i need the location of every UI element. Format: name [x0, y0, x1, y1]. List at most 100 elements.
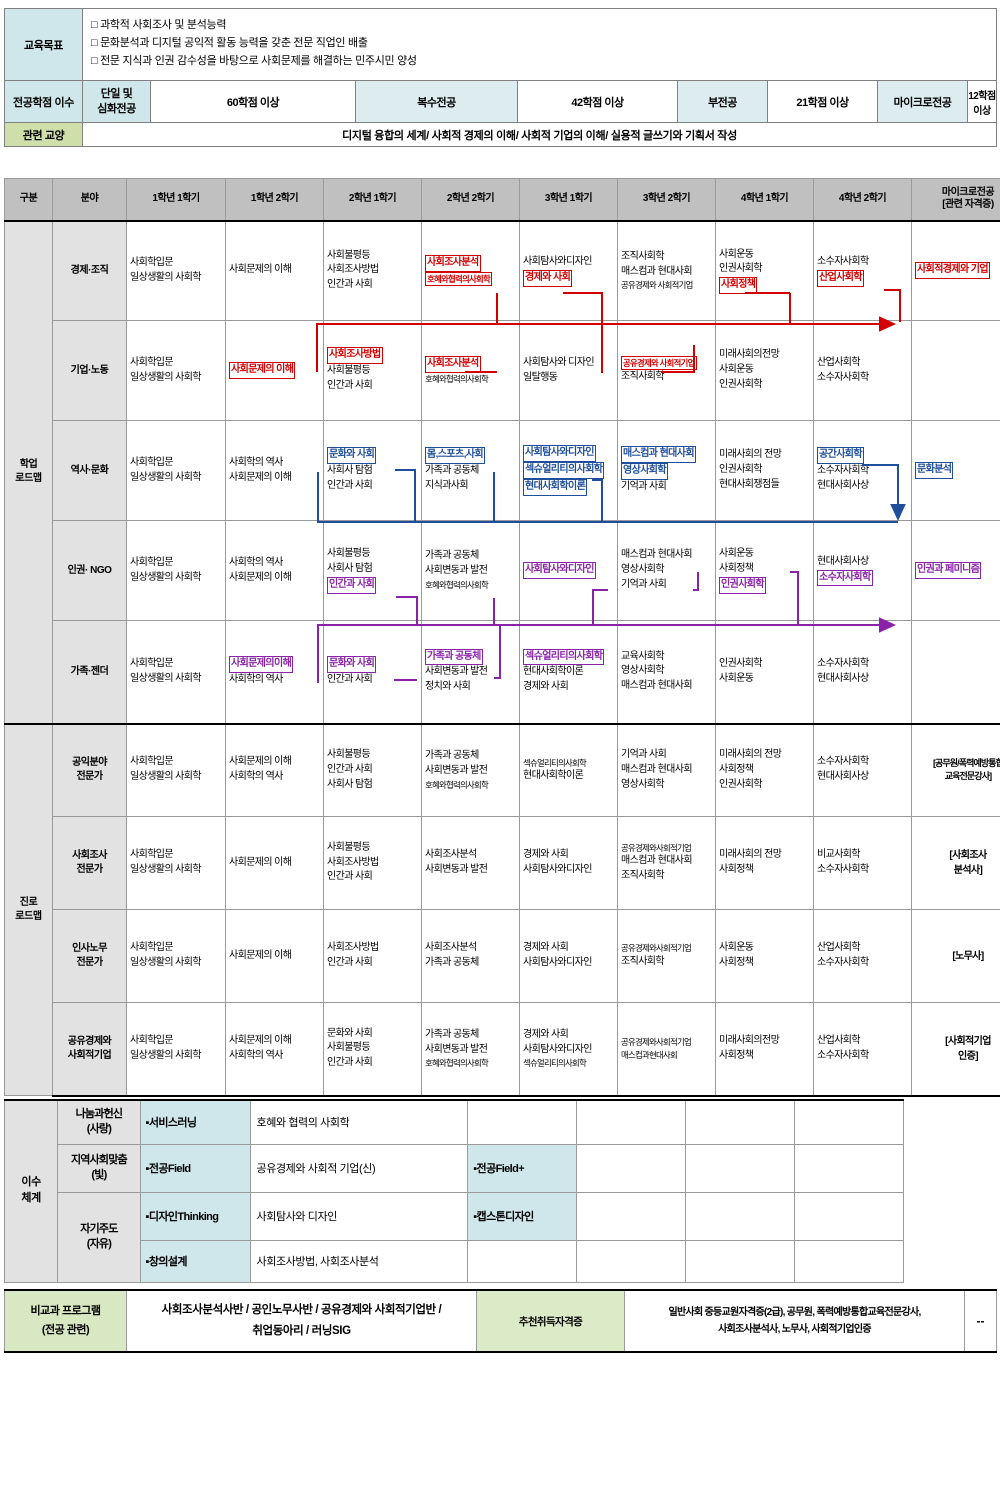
- course-name: 사회정책: [719, 563, 754, 575]
- credit-value-micro: 12학점이상: [967, 80, 997, 123]
- course-cell: 현대사회사상 소수자사회학: [813, 520, 912, 621]
- enrollment-blank-cell: [685, 1239, 795, 1283]
- course-cell: 미래사회의전망 사회정책: [715, 1002, 814, 1097]
- course-name: 현대사회학이론: [523, 666, 584, 678]
- course-name: 미래사회의 전망: [719, 849, 782, 861]
- enrollment-category: 지역사회맞춤 (빛): [57, 1143, 141, 1193]
- course-name: 일상생활의 사회학: [130, 471, 202, 483]
- col-term-2-2: 2학년 2학기: [421, 178, 520, 222]
- enrollment-tag: ▪서비스러닝: [139, 1099, 251, 1145]
- course-cell: 기억과 사회 매스컴과 현대사회 영상사회학: [617, 722, 716, 817]
- course-name: 영상사회학: [621, 778, 665, 790]
- enrollment-category: 자기주도 (자유): [57, 1191, 141, 1283]
- course-name: 산업사회학: [817, 1034, 861, 1046]
- course-name: 사회문제의 이해: [229, 471, 292, 483]
- enrollment-tag-secondary: [467, 1239, 578, 1283]
- course-name: 인권사회학: [719, 263, 763, 275]
- highlighted-course: 공간사회학: [817, 447, 865, 465]
- course-name: 사회문제의 이해: [229, 264, 292, 276]
- enrollment-blank-cell: [793, 1099, 904, 1145]
- extracurricular-label: 비교과 프로그램 (전공 관련): [4, 1289, 127, 1353]
- enrollment-course: 사회조사방법, 사회조사분석: [249, 1239, 469, 1283]
- course-name: 사회불평등: [327, 841, 371, 853]
- course-cell: 사회문제의 이해 사회학의 역사: [225, 722, 324, 817]
- field-name: 기업·노동: [52, 320, 127, 421]
- highlighted-course: 인권사회학: [719, 576, 767, 594]
- table-row: 인권· NGO 사회학입문 일상생활의 사회학 사회학의 역사 사회문제의 이해 사회불평…: [5, 520, 1000, 621]
- field-name: 경제·조직: [52, 220, 127, 321]
- course-name: 미래사회의전망: [719, 349, 780, 361]
- course-name: 사회학입문: [130, 756, 174, 768]
- recommended-cert-label: 추천취득자격증: [476, 1289, 625, 1353]
- credit-type-single-deep-l1: 단일 및: [100, 87, 133, 100]
- course-cell: 사회문제의 이해 사회학의 역사: [225, 1002, 324, 1097]
- course-name: 가족과 공동체: [425, 957, 479, 968]
- course-name: 비교사회학: [817, 849, 861, 861]
- highlighted-course: 소수자사회학: [817, 569, 873, 587]
- course-cell: 매스컴과 현대사회 영상사회학 기억과 사회: [617, 420, 716, 521]
- credit-type-single-deep-l2: 심화전공: [97, 102, 136, 115]
- enrollment-tag: ▪전공Field: [139, 1143, 251, 1193]
- course-name: 가족과 공동체: [425, 465, 479, 477]
- enrollment-blank-cell: [685, 1191, 795, 1241]
- course-name: 사회문제의 이해: [229, 949, 292, 961]
- certification-cell: [사회조사 분석사]: [911, 816, 1000, 910]
- recommended-cert-l2: 사회조사분석사, 노무사, 사회적기업인증: [718, 1324, 872, 1335]
- course-cell: 문화와 사회 사회사 탐험 인간과 사회: [323, 420, 422, 521]
- field-name: 공유경제와 사회적기업: [52, 1002, 127, 1097]
- course-cell: 소수자사회학 산업사회학: [813, 220, 912, 321]
- course-name: 사회탐사와디자인: [523, 957, 592, 968]
- certification-cell: [공무원/폭력예방통합 교육전문강사]: [911, 722, 1000, 817]
- course-cell: 가족과 공동체 사회변동과 발전 정치와 사회: [421, 620, 520, 725]
- enrollment-course: 호혜와 협력의 사회학: [249, 1099, 469, 1145]
- course-cell: 사회불평등 사회조사방법 인간과 사회: [323, 816, 422, 910]
- course-name: 일탈행동: [523, 371, 558, 383]
- course-cell: 가족과 공동체 사회변동과 발전 호혜와협력의사회학: [421, 722, 520, 817]
- course-name: 사회탐사와디자인: [523, 864, 592, 875]
- course-name: 일상생활의 사회학: [130, 957, 202, 968]
- course-cell: 사회학입문 일상생활의 사회학: [126, 620, 226, 725]
- enrollment-blank-cell: [576, 1143, 686, 1193]
- course-name: 일상생활의 사회학: [130, 771, 202, 783]
- course-name: 사회운동: [719, 364, 754, 376]
- enrollment-blank-cell: [576, 1191, 686, 1241]
- course-cell: 사회학입문 일상생활의 사회학: [126, 220, 226, 321]
- course-name: 인간과 사회: [327, 479, 373, 491]
- course-cell: 매스컴과 현대사회 영상사회학 기억과 사회: [617, 520, 716, 621]
- course-name: 매스컴과 현대사회: [621, 855, 693, 867]
- course-name: 사회운동: [719, 672, 754, 684]
- section-label-enrollment-system: 이수 체계: [3, 1099, 59, 1283]
- course-name: 소수자사회학: [817, 465, 869, 477]
- course-name: 사회불평등: [327, 1042, 371, 1054]
- course-name: 문화와 사회: [327, 1027, 373, 1039]
- section-label-academic-roadmap: 학업 로드맵: [4, 220, 53, 724]
- course-name: 미래사회의전망: [719, 1034, 780, 1046]
- recommended-cert-l1: 일반사회 중등교원자격증(2급), 공무원, 폭력예방통합교육전문강사,: [668, 1306, 921, 1318]
- course-name: 매스컴과 현대사회: [621, 265, 693, 277]
- credit-value-single-deep: 60학점 이상: [150, 80, 356, 123]
- highlighted-course: 섹슈얼리티의사회학: [523, 462, 605, 479]
- certification-name: [사회적기업: [945, 1035, 991, 1047]
- course-name: 공유경제와사회적기업: [621, 1037, 692, 1048]
- general-education-value: 디지털 융합의 세계/ 사회적 경제의 이해/ 사회적 기업의 이해/ 실용적 …: [82, 122, 997, 147]
- highlighted-course: 사회정책: [719, 277, 758, 294]
- course-name: 사회조사분석: [425, 942, 477, 954]
- course-name: 섹슈얼리티의사회학: [523, 1058, 587, 1069]
- course-name: 사회조사방법: [327, 856, 379, 868]
- course-name: 인간과 사회: [327, 279, 373, 291]
- course-name: 인권사회학: [719, 778, 763, 790]
- highlighted-course: 호혜와협력의사회학: [425, 271, 493, 287]
- general-education-label: 관련 교양: [4, 122, 83, 147]
- course-cell: 공유경제와사회적기업 매스컴과현대사회: [617, 1002, 716, 1097]
- course-name: 경제와 사회: [523, 1028, 569, 1040]
- col-term-1-2: 1학년 2학기: [225, 178, 324, 222]
- enrollment-tag-secondary: [467, 1099, 578, 1145]
- course-name: 사회사 탐험: [327, 778, 373, 790]
- col-term-1-1: 1학년 1학기: [126, 178, 226, 222]
- course-name: 호혜와협력의사회학: [425, 373, 489, 384]
- certification-name: 교육전문강사]: [944, 771, 992, 782]
- enrollment-blank-cell: [576, 1239, 686, 1283]
- certification-name: [노무사]: [952, 950, 984, 962]
- roadmap-table: 구분 분야 1학년 1학기 1학년 2학기 2학년 1학기 2학년 2학기 3학…: [4, 178, 1000, 1097]
